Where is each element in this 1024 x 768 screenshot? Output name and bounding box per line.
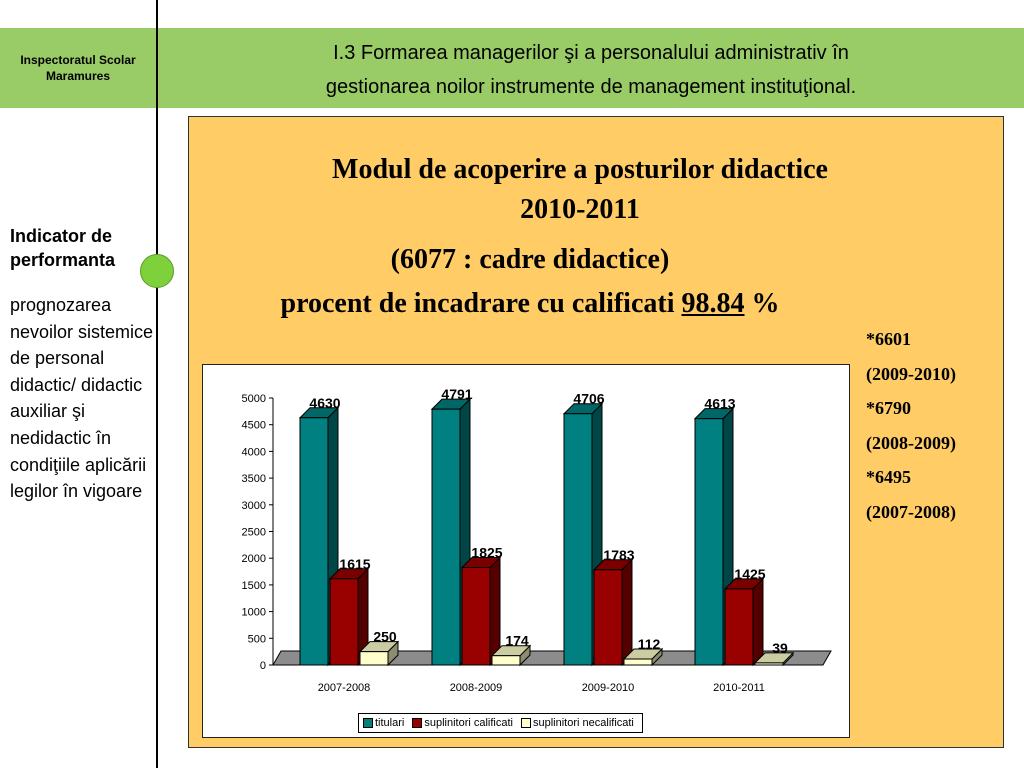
chart-subheading-line1: (6077 : cadre didactice) [390, 244, 670, 275]
data-label: 1615 [339, 556, 370, 572]
indicator-title: Indicator de performanta [10, 226, 116, 270]
data-label: 4613 [704, 396, 735, 412]
bar [329, 578, 359, 666]
school-logo-box: Inspectoratul Scolar Maramures [0, 28, 156, 108]
bar [431, 408, 461, 666]
note-2009-2010-total: *6601 [866, 329, 911, 349]
legend-swatch-titulari [363, 718, 373, 728]
y-tick-label: 5000 [242, 393, 266, 405]
vertical-divider [156, 0, 158, 768]
bar [491, 655, 521, 666]
data-label: 4791 [441, 386, 472, 402]
x-tick-label: 2007-2008 [318, 682, 371, 694]
legend-label-suplinitori-calificati: suplinitori calificati [424, 717, 513, 729]
note-2008-2009-total: *6790 [866, 398, 911, 418]
note-2008-2009-label: (2008-2009) [866, 432, 956, 453]
bar [754, 662, 784, 666]
chart-heading-line1: Modul de acoperire a posturilor didactic… [332, 154, 828, 185]
legend-label-suplinitori-necalificati: suplinitori necalificati [533, 717, 634, 729]
chart-heading-line2: 2010-2011 [520, 194, 640, 225]
logo-line2: Maramures [45, 69, 111, 83]
y-tick-label: 0 [260, 660, 266, 672]
y-tick-label: 1500 [242, 580, 266, 592]
logo-line1: Inspectoratul Scolar [20, 53, 136, 67]
x-tick-label: 2010-2011 [713, 682, 765, 694]
y-tick-label: 500 [248, 633, 266, 645]
page-title-line2: gestionarea noilor instrumente de manage… [325, 76, 857, 98]
legend-swatch-suplinitori-calificati [412, 718, 423, 728]
chart-legend: titulari suplinitori calificati suplinit… [358, 713, 643, 733]
bar [724, 588, 754, 666]
bar [563, 413, 593, 666]
chart-subheading-line2-prefix: procent de incadrare cu calificati [280, 288, 682, 319]
y-tick-label: 3500 [242, 473, 266, 485]
bar-chart-svg: 0 500 1000 1500 2000 2500 3000 3500 4000 4500 5000… [242, 386, 832, 694]
data-label: 1825 [471, 545, 502, 561]
chart-heading: Modul de acoperire a posturilor didactic… [240, 150, 920, 230]
data-label: 4706 [573, 391, 604, 407]
legend-item-suplinitori-calificati: suplinitori calificati [412, 717, 513, 729]
legend-label-titulari: titulari [375, 717, 405, 729]
chart-subheading: (6077 : cadre didactice) procent de inca… [240, 238, 820, 326]
bar [593, 569, 623, 666]
legend-item-suplinitori-necalificati: suplinitori necalificati [521, 717, 634, 729]
legend-swatch-suplinitori-necalificati [521, 718, 531, 728]
bar [461, 567, 491, 666]
page-title-line1: I.3 Formarea managerilor şi a personalul… [333, 42, 849, 64]
bar-side [752, 577, 764, 667]
previous-years-notes: *6601 (2009-2010) *6790 (2008-2009) *649… [866, 326, 1006, 533]
bar [623, 658, 653, 666]
bullet-circle-icon [140, 254, 174, 288]
chart-subheading-line2-suffix: % [744, 288, 780, 319]
note-2009-2010-label: (2009-2010) [866, 363, 956, 384]
bar [299, 417, 329, 666]
school-logo-text: Inspectoratul Scolar Maramures [3, 52, 153, 84]
y-tick-label: 2000 [242, 553, 266, 565]
y-tick-label: 3000 [242, 500, 266, 512]
bar [694, 418, 724, 666]
y-tick-label: 1000 [242, 607, 266, 619]
qualified-percentage: 98.84 [681, 288, 745, 319]
legend-item-titulari: titulari [363, 717, 404, 729]
data-label: 39 [772, 640, 788, 656]
header-band: I.3 Formarea managerilor şi a personalul… [158, 28, 1024, 108]
bar-chart: 0 500 1000 1500 2000 2500 3000 3500 4000 4500 5000… [202, 364, 850, 738]
x-tick-label: 2008-2009 [450, 682, 503, 694]
data-label: 1425 [734, 566, 765, 582]
data-label: 112 [638, 636, 661, 652]
indicator-description: prognozarea nevoilor sistemice de person… [10, 295, 154, 502]
data-label: 250 [373, 629, 397, 645]
y-tick-label: 4000 [242, 446, 266, 458]
y-tick-label: 4500 [242, 420, 266, 432]
bar [359, 651, 389, 666]
data-label: 174 [505, 633, 529, 649]
note-2007-2008-total: *6495 [866, 467, 911, 487]
data-label: 4630 [309, 395, 340, 411]
y-tick-label: 2500 [242, 527, 266, 539]
bar-side [621, 558, 633, 667]
x-tick-label: 2009-2010 [582, 682, 635, 694]
data-label: 1783 [603, 547, 634, 563]
page-title: I.3 Formarea managerilor şi a personalul… [158, 36, 1024, 104]
note-2007-2008-label: (2007-2008) [866, 501, 956, 522]
